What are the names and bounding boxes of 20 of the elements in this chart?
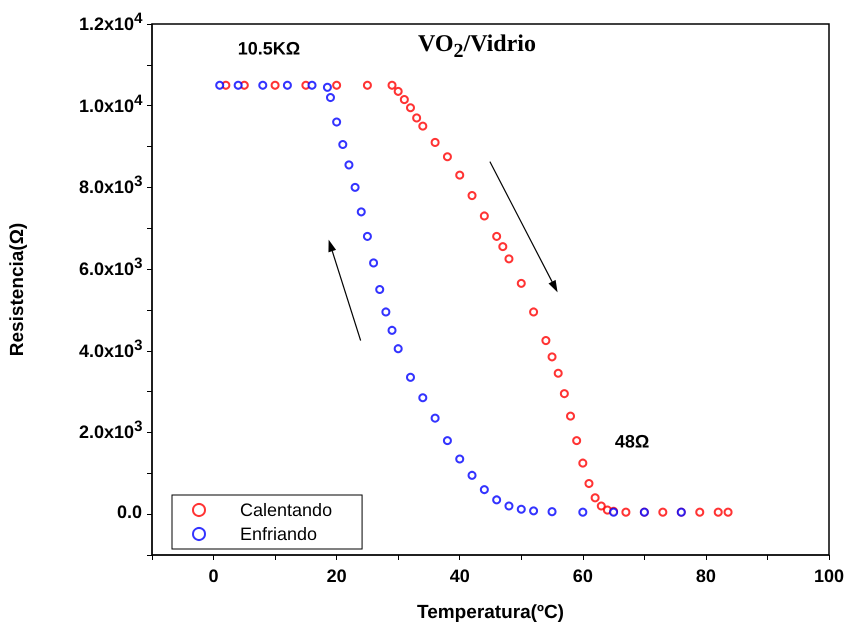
y-tick-label: 1.2x10$^{4}$ xyxy=(79,10,142,34)
x-tick-label: 20 xyxy=(326,566,347,586)
x-tick-label: 100 xyxy=(814,566,844,586)
chart-title: VO$_{2}$/Vidrio xyxy=(418,31,536,62)
y-tick-label: 2.0x10$^{3}$ xyxy=(79,418,142,442)
legend-label: Enfriando xyxy=(240,524,318,544)
y-tick-label: 1.0x10$^{4}$ xyxy=(79,92,142,116)
legend-label: Calentando xyxy=(240,500,332,520)
annotation: 10.5KΩ xyxy=(238,38,300,59)
x-tick-label: 0 xyxy=(208,566,219,586)
y-axis-title: Resistencia(Ω) xyxy=(7,222,28,356)
y-tick-label: 8.0x10$^{3}$ xyxy=(79,173,142,198)
y-tick-label: 0.0 xyxy=(117,502,142,522)
x-tick-label: 80 xyxy=(696,566,716,586)
y-tick-label: 6.0x10$^{3}$ xyxy=(79,255,142,280)
annotation: 48Ω xyxy=(614,431,650,452)
x-tick-label: 60 xyxy=(572,566,593,586)
x-axis-title: Temperatura(ºC) xyxy=(417,602,564,623)
x-tick-label: 40 xyxy=(450,566,470,586)
y-tick-label: 4.0x10$^{3}$ xyxy=(79,336,142,361)
